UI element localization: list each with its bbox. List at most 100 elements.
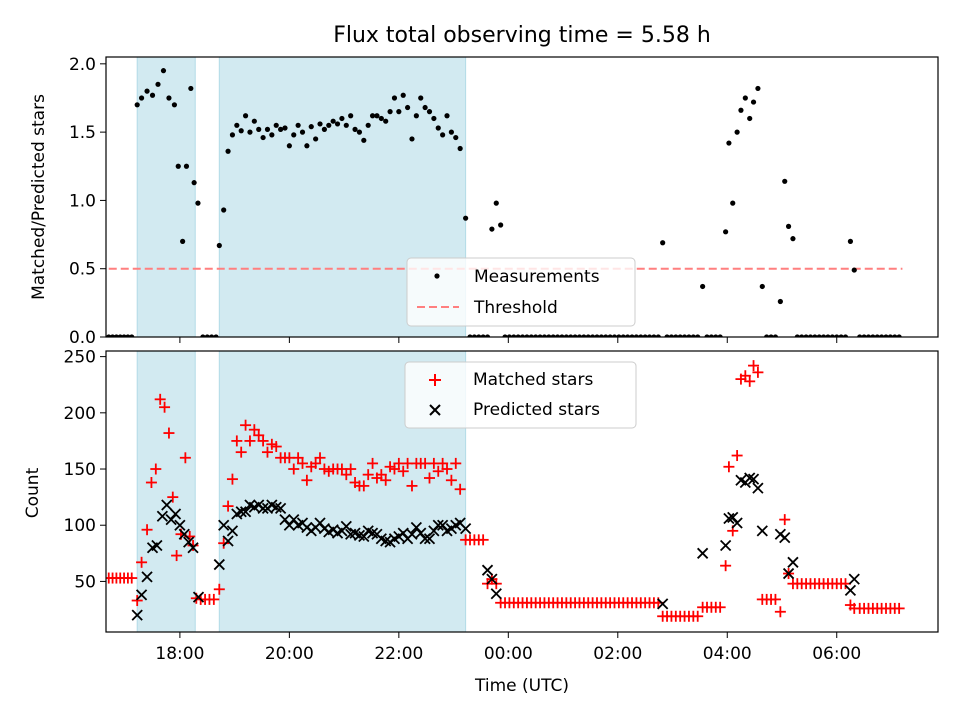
measurement-point bbox=[180, 238, 186, 244]
predicted-star-point bbox=[459, 522, 472, 535]
measurement-point bbox=[435, 125, 441, 131]
matched-star-point bbox=[288, 463, 300, 475]
matched-star-point bbox=[477, 534, 489, 546]
predicted-star-point bbox=[696, 547, 709, 559]
measurement-point bbox=[759, 283, 765, 290]
matched-star-point bbox=[261, 446, 273, 458]
measurement-point bbox=[768, 334, 774, 337]
measurement-point bbox=[708, 334, 714, 337]
measurement-point bbox=[572, 334, 578, 337]
measurement-point bbox=[546, 334, 552, 337]
measurement-point bbox=[396, 109, 402, 115]
bottom-legend-box bbox=[404, 361, 637, 429]
predicted-star-point bbox=[156, 510, 169, 522]
measurement-point bbox=[568, 334, 574, 337]
measurement-point bbox=[484, 334, 491, 337]
measurement-point bbox=[790, 236, 796, 242]
top-y-tick-label: 0.5 bbox=[69, 260, 96, 280]
bottom-y-tick-label: 150 bbox=[64, 460, 96, 480]
matched-star-point bbox=[720, 560, 732, 572]
measurement-point bbox=[453, 134, 459, 141]
matched-star-point bbox=[893, 602, 905, 614]
bottom-y-tick-label: 250 bbox=[64, 348, 96, 368]
measurement-point bbox=[256, 126, 262, 132]
chart-title: Flux total observing time = 5.58 h bbox=[333, 23, 711, 48]
legend-predicted-label: Predicted stars bbox=[473, 400, 600, 420]
measurement-point bbox=[629, 334, 635, 337]
predicted-star-point bbox=[432, 519, 444, 531]
predicted-star-point bbox=[723, 512, 735, 525]
matched-star-point bbox=[248, 424, 260, 436]
measurement-point bbox=[742, 95, 748, 101]
top-legend-box bbox=[406, 257, 636, 327]
measurement-point bbox=[191, 180, 197, 186]
measurement-point bbox=[887, 334, 893, 337]
predicted-star-point bbox=[481, 564, 494, 576]
matched-star-point bbox=[739, 370, 751, 382]
count-panel: 50 100 150 200 250 18:00 20:00 22:00 00:00 02:00… bbox=[23, 348, 939, 696]
predicted-star-point bbox=[141, 571, 153, 583]
predicted-star-point bbox=[490, 588, 502, 600]
measurement-point bbox=[581, 334, 587, 337]
predicted-star-point bbox=[782, 567, 795, 580]
measurement-point bbox=[730, 200, 736, 206]
measurement-point bbox=[603, 334, 609, 337]
measurement-point bbox=[234, 122, 240, 128]
legend-measurements-marker bbox=[434, 273, 440, 279]
matched-star-point bbox=[292, 452, 304, 464]
measurement-point bbox=[160, 68, 167, 74]
matched-star-point bbox=[235, 446, 247, 458]
measurement-point bbox=[807, 334, 814, 337]
measurement-point bbox=[892, 334, 898, 337]
measurement-point bbox=[229, 132, 236, 138]
matched-star-point bbox=[744, 375, 756, 387]
measurement-point bbox=[777, 298, 783, 305]
measurement-point bbox=[700, 283, 706, 290]
matched-star-point bbox=[126, 572, 138, 584]
measurement-point bbox=[304, 143, 310, 149]
measurement-point bbox=[391, 95, 398, 101]
measurement-point bbox=[563, 334, 569, 337]
measurement-point bbox=[655, 334, 661, 337]
predicted-star-point bbox=[151, 539, 163, 552]
ratio-panel: 0.00.51.01.52.0 Matched/Predicted stars … bbox=[29, 55, 939, 348]
matched-star-point bbox=[310, 457, 322, 469]
top-axes-frame bbox=[105, 56, 939, 338]
measurement-point bbox=[638, 334, 644, 337]
top-legend: Measurements Threshold bbox=[406, 257, 636, 327]
measurement-point bbox=[498, 222, 504, 228]
matched-star-point bbox=[253, 429, 265, 441]
measurement-point bbox=[121, 334, 127, 337]
measurement-point bbox=[480, 334, 486, 337]
measurement-point bbox=[717, 334, 723, 337]
measurement-point bbox=[138, 95, 145, 101]
matched-star-point bbox=[769, 593, 781, 605]
measurement-point bbox=[109, 334, 116, 337]
measurement-point bbox=[747, 115, 753, 122]
top-y-tick-label: 0.0 bbox=[69, 328, 96, 348]
measurement-point bbox=[651, 334, 657, 337]
predicted-star-point bbox=[169, 508, 182, 520]
measurement-point bbox=[113, 334, 119, 337]
measurement-point bbox=[195, 200, 201, 206]
matched-star-point bbox=[345, 463, 357, 475]
measurement-point bbox=[772, 334, 779, 337]
measurement-point bbox=[356, 129, 363, 135]
x-tick-label: 18:00 bbox=[155, 644, 204, 664]
predicted-star-point bbox=[222, 535, 234, 547]
matched-star-point bbox=[257, 435, 269, 447]
measurement-point bbox=[117, 334, 123, 337]
bottom-y-axis: 50 100 150 200 250 bbox=[64, 348, 106, 592]
bottom-y-tick-label: 200 bbox=[64, 404, 96, 424]
measurement-point bbox=[343, 122, 349, 128]
measurement-point bbox=[369, 113, 376, 119]
matched-star-point bbox=[244, 435, 256, 447]
measurement-point bbox=[511, 334, 517, 337]
measurement-point bbox=[515, 334, 521, 337]
bottom-y-tick-label: 50 bbox=[74, 572, 96, 592]
measurement-point bbox=[633, 334, 639, 337]
measurement-point bbox=[576, 334, 583, 337]
predicted-star-point bbox=[178, 528, 190, 540]
predicted-star-point bbox=[213, 558, 225, 571]
